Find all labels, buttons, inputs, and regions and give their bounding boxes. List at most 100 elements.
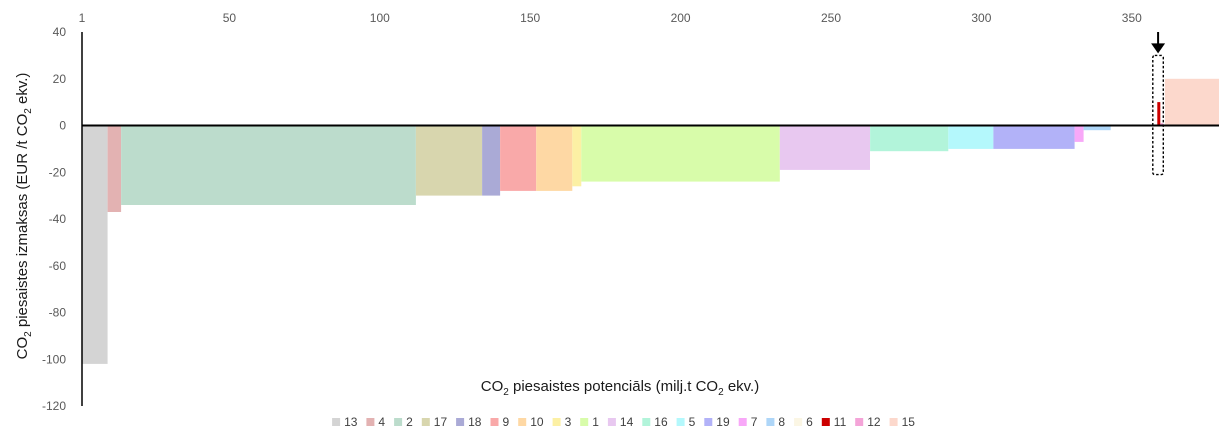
bar-13 — [82, 125, 108, 364]
bar-2 — [121, 125, 416, 205]
legend-label: 4 — [378, 415, 385, 429]
legend-swatch — [889, 418, 898, 426]
legend-swatch — [794, 418, 803, 426]
y-tick-label: 40 — [53, 25, 67, 39]
legend-swatch — [332, 418, 341, 426]
x-tick-label: 350 — [1122, 11, 1142, 25]
legend-swatch — [642, 418, 651, 426]
legend-label: 14 — [620, 415, 634, 429]
legend-item-17: 17 — [421, 415, 448, 429]
legend-item-9: 9 — [490, 415, 510, 429]
legend-item-16: 16 — [642, 415, 668, 429]
legend-swatch — [676, 418, 685, 426]
legend-swatch — [580, 418, 589, 426]
bar-9 — [500, 125, 537, 191]
legend-swatch — [855, 418, 864, 426]
legend-swatch — [738, 418, 747, 426]
y-tick-label: 0 — [59, 119, 66, 133]
y-tick-label: -120 — [42, 399, 66, 413]
bar-17 — [415, 125, 483, 196]
bar-3 — [572, 125, 582, 187]
legend-item-6: 6 — [794, 415, 813, 429]
legend-item-10: 10 — [518, 415, 544, 429]
legend-label: 7 — [751, 415, 758, 429]
x-tick-label: 100 — [370, 11, 390, 25]
legend-swatch — [518, 418, 527, 426]
legend-swatch — [366, 418, 375, 426]
bar-12 — [1160, 123, 1164, 126]
legend-item-4: 4 — [366, 415, 385, 429]
legend-item-19: 19 — [704, 415, 730, 429]
legend-label: 2 — [406, 415, 413, 429]
bar-15 — [1164, 78, 1219, 126]
arrow-down-icon — [1151, 43, 1166, 54]
y-tick-label: -20 — [49, 165, 67, 179]
axis-titles: CO2 piesaistes potenciāls (milj.t CO2 ek… — [14, 73, 759, 398]
legend-label: 3 — [565, 415, 572, 429]
legend-label: 17 — [434, 415, 448, 429]
annotation-layer — [1151, 32, 1166, 176]
legend-swatch — [552, 418, 561, 426]
y-tick-label: -40 — [49, 212, 67, 226]
legend-label: 18 — [468, 415, 482, 429]
legend-label: 12 — [867, 415, 881, 429]
legend-item-8: 8 — [766, 415, 785, 429]
legend-item-5: 5 — [676, 415, 696, 429]
legend-label: 13 — [344, 415, 358, 429]
y-tick-label: -60 — [49, 259, 67, 273]
legend-label: 5 — [689, 415, 696, 429]
x-tick-label: 1 — [79, 11, 86, 25]
legend-label: 19 — [716, 415, 730, 429]
highlight-box — [1152, 54, 1165, 176]
bar-7 — [1074, 125, 1084, 142]
y-axis-title: CO2 piesaistes izmaksas (EUR /t CO2 ekv.… — [14, 73, 34, 360]
legend-label: 16 — [654, 415, 668, 429]
bar-14 — [779, 125, 870, 170]
legend-label: 8 — [778, 415, 785, 429]
x-tick-label: 50 — [223, 11, 237, 25]
legend-item-7: 7 — [738, 415, 758, 429]
x-tick-label: 250 — [821, 11, 841, 25]
legend-item-2: 2 — [394, 415, 413, 429]
legend-item-12: 12 — [855, 415, 881, 429]
bar-19 — [993, 125, 1075, 149]
legend-swatch — [394, 418, 403, 426]
bar-10 — [536, 125, 573, 191]
bar-8 — [1083, 125, 1111, 131]
legend-label: 1 — [592, 415, 599, 429]
legend-label: 10 — [530, 415, 544, 429]
y-tick-label: 20 — [53, 72, 67, 86]
legend-swatch — [607, 418, 616, 426]
legend-swatch — [421, 418, 430, 426]
bar-16 — [870, 125, 949, 152]
legend-swatch — [704, 418, 713, 426]
bar-4 — [107, 125, 122, 212]
bars-layer — [82, 78, 1219, 364]
bar-11 — [1157, 102, 1161, 126]
legend: 13 4 2 17 18 9 10 3 1 14 16 5 19 7 8 6 11 12 15 — [332, 415, 915, 429]
legend-swatch — [456, 418, 465, 426]
legend-swatch — [490, 418, 499, 426]
x-tick-label: 300 — [971, 11, 991, 25]
legend-label: 9 — [503, 415, 510, 429]
legend-item-18: 18 — [456, 415, 482, 429]
bar-18 — [482, 125, 501, 196]
bar-5 — [948, 125, 994, 149]
legend-item-13: 13 — [332, 415, 358, 429]
legend-label: 11 — [834, 415, 847, 429]
y-tick-label: -100 — [42, 352, 66, 366]
x-tick-label: 200 — [671, 11, 691, 25]
legend-item-15: 15 — [889, 415, 916, 429]
legend-swatch — [766, 418, 775, 426]
legend-label: 6 — [806, 415, 813, 429]
legend-label: 15 — [902, 415, 916, 429]
legend-item-14: 14 — [607, 415, 634, 429]
bar-1 — [581, 125, 780, 182]
legend-item-3: 3 — [552, 415, 572, 429]
legend-item-1: 1 — [580, 415, 599, 429]
x-axis-title: CO2 piesaistes potenciāls (milj.t CO2 ek… — [481, 378, 759, 398]
legend-item-11: 11 — [821, 415, 847, 429]
x-tick-label: 150 — [520, 11, 540, 25]
